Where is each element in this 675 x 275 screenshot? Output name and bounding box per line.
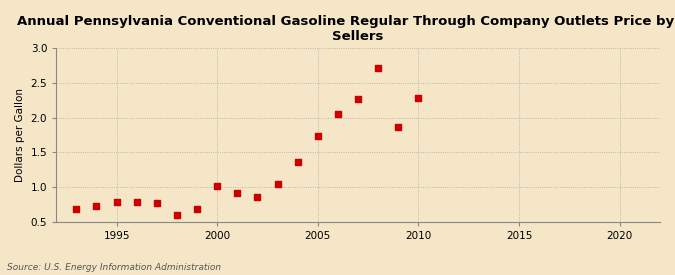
Point (111, 199, 122, 204)
Point (91, 204, 102, 208)
Point (373, 65, 383, 70)
Y-axis label: Dollars per Gallon: Dollars per Gallon (15, 88, 25, 182)
Point (313, 134, 323, 138)
Point (171, 213, 182, 218)
Point (353, 97, 364, 101)
Point (232, 191, 243, 196)
Text: Source: U.S. Energy Information Administration: Source: U.S. Energy Information Administ… (7, 263, 221, 272)
Point (212, 183, 223, 188)
Point (192, 207, 202, 211)
Point (413, 95, 424, 100)
Point (151, 201, 162, 205)
Point (333, 111, 344, 116)
Point (252, 194, 263, 199)
Point (132, 199, 142, 204)
Title: Annual Pennsylvania Conventional Gasoline Regular Through Company Outlets Price : Annual Pennsylvania Conventional Gasolin… (18, 15, 675, 43)
Point (71, 207, 82, 211)
Point (393, 125, 404, 130)
Point (272, 182, 283, 186)
Point (292, 160, 303, 164)
